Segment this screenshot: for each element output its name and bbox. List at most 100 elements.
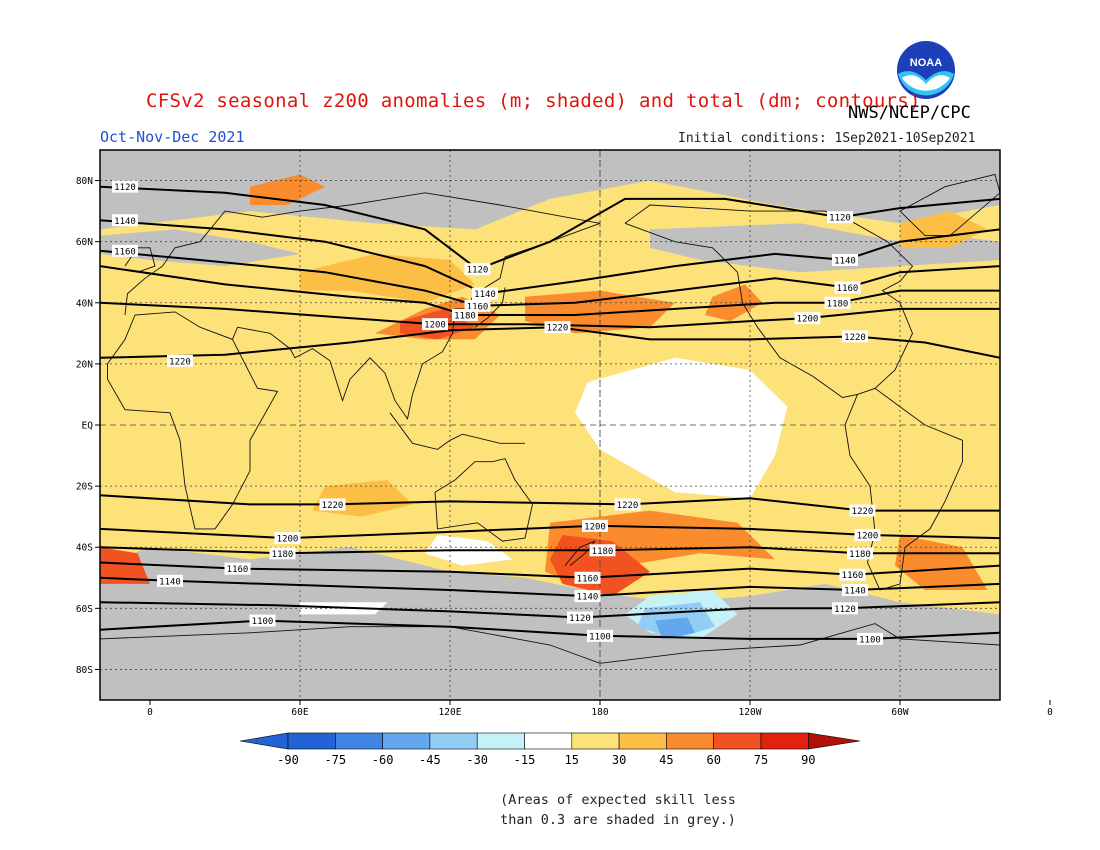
lat-tick-label: EQ	[82, 421, 94, 432]
colorbar-label: 60	[706, 753, 720, 767]
contour-label-bg	[112, 244, 138, 257]
lat-tick-label: 20S	[76, 482, 93, 493]
lon-tick-label: 180	[591, 707, 608, 718]
longitude-axis: 0 60E 120E 180 120W 60W 0	[147, 700, 1053, 718]
contour-label-bg	[574, 571, 601, 584]
contour-label: 1100	[589, 632, 611, 642]
coast-greenland	[899, 173, 1000, 237]
lat-tick-label: 60S	[76, 604, 93, 615]
contour-label: 1100	[859, 635, 881, 645]
contour-nh-5	[100, 326, 1000, 359]
contour-label: 1220	[169, 357, 191, 367]
contour-nh-3	[100, 265, 1000, 316]
contour-label: 1180	[827, 299, 849, 309]
contour-nh-1	[100, 219, 1000, 295]
contour-nh-2	[100, 249, 1000, 307]
contour-label-bg	[452, 309, 478, 321]
contour-label: 1140	[474, 290, 496, 300]
contour-label-bg	[827, 211, 853, 224]
contour-label: 1140	[844, 587, 866, 597]
colorbar-swatch	[476, 732, 525, 750]
contour-label: 1120	[834, 605, 856, 615]
contour-label: 1220	[322, 501, 344, 511]
lat-tick-label: 80S	[76, 665, 93, 676]
neg60-antarctic	[655, 617, 695, 639]
colorbar-swatch	[524, 732, 573, 750]
contour-label-bg	[319, 498, 346, 511]
skill-note: (Areas of expected skill less than 0.3 a…	[478, 790, 758, 830]
colorbar-label: -30	[466, 753, 488, 767]
latitude-axis: 80N 60N 40N 20N EQ 20S 40S 60S 80S	[76, 176, 100, 676]
colorbar-swatch	[334, 732, 383, 750]
coast-new-zealand	[564, 540, 596, 566]
contour-label-bg	[842, 584, 868, 596]
contour-label: 1220	[844, 333, 866, 343]
initial-conditions: Initial conditions: 1Sep2021-10Sep2021	[678, 131, 976, 146]
contour-label-bg	[112, 214, 138, 227]
forecast-period: Oct-Nov-Dec 2021	[100, 128, 245, 146]
colorbar-label: -15	[514, 753, 536, 767]
contour-label: 1120	[829, 214, 851, 224]
contour-label-bg	[249, 614, 276, 627]
colorbar-swatch	[429, 732, 478, 750]
contour-label: 1200	[857, 532, 879, 542]
contour-label-bg	[274, 532, 301, 545]
contour-label-bg	[849, 504, 876, 517]
lon-tick-label: 60E	[291, 707, 308, 718]
contour-label: 1180	[849, 550, 871, 560]
grey-region-arctic	[100, 150, 1000, 230]
contour-label-bg	[824, 296, 851, 309]
colorbar-low-arrow	[239, 732, 289, 750]
contour-label-bg	[167, 354, 193, 367]
contour-label: 1220	[852, 507, 874, 517]
contour-label: 1200	[424, 321, 446, 331]
colorbar-swatch	[666, 732, 715, 750]
contour-label-bg	[112, 180, 138, 193]
colorbar-label: -75	[324, 753, 346, 767]
contour-label-bg	[224, 562, 251, 575]
contour-label: 1140	[834, 257, 856, 267]
contour-label: 1200	[797, 315, 819, 325]
contour-label-bg	[544, 321, 571, 334]
coast-japan	[474, 287, 506, 328]
coast-eurasia-north	[124, 192, 601, 316]
contour-label: 1120	[467, 266, 489, 276]
grey-region-europe	[100, 229, 300, 267]
contour-label-bg	[269, 547, 296, 560]
contour-label: 1220	[547, 324, 569, 334]
lon-tick-label: 0	[147, 707, 153, 718]
contour-label-bg	[422, 318, 448, 331]
contour-label: 1120	[114, 183, 136, 193]
contour-label-bg	[794, 312, 821, 325]
contour-label-bg	[587, 629, 613, 642]
colorbar: -90 -75 -60 -45 -30 -15 15 30 45 60 75 90	[239, 732, 861, 767]
pos30-asia	[300, 253, 475, 303]
grey-region-n-america	[650, 223, 1000, 273]
lat-tick-label: 80N	[76, 176, 93, 187]
colorbar-swatch	[382, 732, 431, 750]
colorbar-swatch	[760, 732, 809, 750]
contour-sh-0	[100, 494, 1000, 512]
neutral-e-pacific	[575, 357, 788, 499]
coast-s-america	[844, 387, 963, 591]
lat-tick-label: 40N	[76, 298, 93, 309]
contour-nh-0	[100, 185, 1000, 271]
pos45-ne-pacific	[705, 284, 763, 322]
contour-label-bg	[464, 299, 491, 312]
noaa-logo: NOAA	[897, 41, 955, 99]
contour-label-bg	[857, 632, 883, 645]
colorbar-high-arrow	[807, 732, 861, 750]
contour-nh-4	[100, 301, 1000, 329]
colorbar-label: 75	[754, 753, 768, 767]
chart-title: CFSv2 seasonal z200 anomalies (m; shaded…	[146, 90, 921, 112]
lon-tick-label: 120W	[739, 707, 762, 718]
contour-label: 1140	[159, 577, 181, 587]
noaa-logo-text: NOAA	[910, 57, 942, 69]
colorbar-label: -60	[372, 753, 394, 767]
agency-label: NWS/NCEP/CPC	[848, 103, 971, 123]
contour-label-bg	[614, 498, 641, 511]
contour-label-bg	[854, 529, 881, 541]
colorbar-label: 45	[659, 753, 673, 767]
contour-label-bg	[832, 254, 858, 266]
